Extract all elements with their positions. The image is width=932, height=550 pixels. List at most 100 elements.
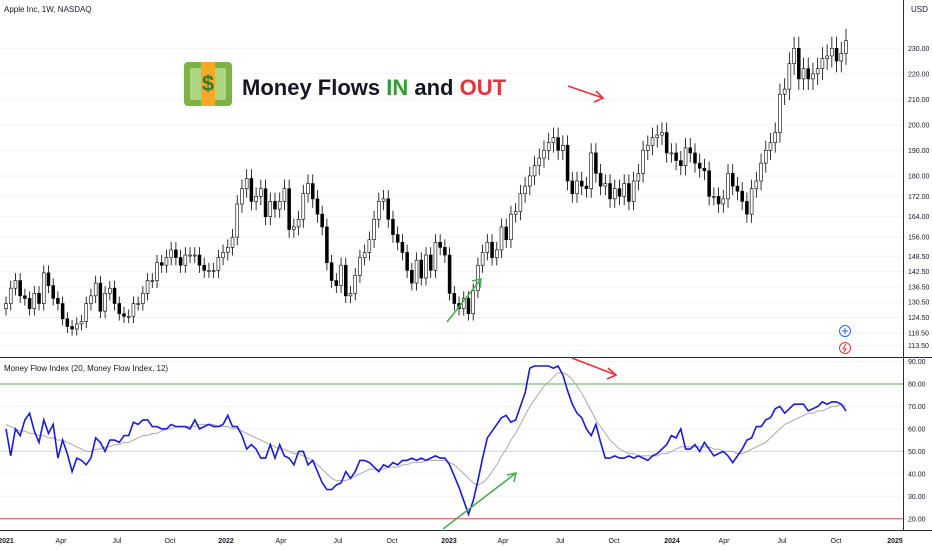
candle-body	[117, 303, 122, 315]
candle-body	[584, 185, 589, 189]
candle-body	[759, 162, 763, 182]
candle-body	[372, 218, 376, 241]
candle-body	[778, 93, 782, 133]
candle-body	[65, 318, 70, 327]
price-tick-label: 130.50	[908, 300, 930, 307]
candle-body	[273, 201, 277, 210]
candle-body	[509, 213, 513, 241]
candle-body	[811, 73, 815, 80]
candle-body	[825, 55, 829, 59]
candle-body	[650, 137, 655, 146]
candle-body	[46, 272, 51, 286]
candle-body	[277, 201, 282, 210]
candle-body	[37, 292, 41, 304]
candle-body	[627, 183, 631, 202]
mfi-tick-label: 60.00	[908, 426, 926, 433]
candle-body	[79, 321, 84, 325]
candle-body	[263, 188, 268, 218]
candle-body	[513, 211, 518, 215]
candle-body	[443, 247, 447, 256]
candle-body	[504, 226, 508, 241]
candle-body	[485, 241, 490, 253]
candle-body	[60, 303, 65, 320]
arrow-red-mfi	[571, 357, 618, 380]
candle-body	[806, 68, 811, 80]
candle-body	[565, 144, 570, 182]
candle-body	[768, 142, 773, 151]
candle-body	[815, 68, 820, 75]
time-tick-label: Apr	[276, 538, 288, 545]
candle-body	[749, 188, 754, 215]
candle-body	[570, 180, 575, 195]
candle-body	[145, 280, 150, 294]
add-icon[interactable]	[839, 325, 851, 337]
candle-body	[4, 303, 8, 309]
candle-body	[499, 226, 504, 251]
candle-body	[51, 285, 55, 299]
candle-body	[188, 254, 192, 257]
candle-body	[712, 196, 716, 198]
price-grid	[0, 47, 903, 347]
price-tick-label: 113.50	[908, 343, 929, 350]
candle-body	[211, 270, 216, 272]
mfi-tick-label: 50.00	[908, 449, 926, 456]
candle-body	[480, 252, 485, 266]
candle-body	[669, 152, 674, 155]
annotation-arrows	[442, 85, 618, 530]
candle-body	[221, 252, 225, 258]
price-tick-label: 142.50	[908, 269, 930, 276]
svg-text:$: $	[202, 71, 214, 96]
candle-body	[740, 190, 744, 202]
candle-body	[660, 132, 664, 136]
price-tick-label: 180.00	[908, 173, 930, 180]
candle-body	[603, 183, 608, 187]
candle-body	[41, 272, 46, 304]
price-candles	[4, 28, 848, 336]
candle-body	[226, 247, 230, 253]
time-tick-label: Jul	[778, 538, 787, 545]
candle-body	[164, 257, 169, 266]
time-tick-label: 2025	[887, 538, 903, 545]
candle-body	[797, 47, 801, 80]
candle-body	[613, 188, 617, 200]
candle-body	[419, 259, 424, 279]
candle-body	[202, 264, 206, 271]
time-tick-label: 2023	[441, 538, 457, 545]
price-tick-label: 124.50	[908, 315, 930, 322]
candle-body	[631, 180, 636, 202]
candle-body	[306, 183, 310, 195]
time-axis: 2021 Apr Jul Oct 2022 Apr Jul Oct 2023 Apr Jul Oct 2…	[0, 538, 903, 545]
mfi-tick-label: 40.00	[908, 471, 926, 478]
alert-icon[interactable]	[839, 342, 851, 354]
candle-body	[688, 147, 693, 154]
candle-body	[782, 88, 787, 95]
candle-body	[801, 68, 806, 80]
candle-body	[358, 257, 362, 276]
mfi-tick-label: 70.00	[908, 404, 926, 411]
candle-body	[730, 173, 735, 187]
candle-body	[23, 295, 27, 299]
candle-body	[400, 241, 405, 253]
candle-body	[579, 180, 584, 187]
money-bill-icon: $	[184, 62, 232, 106]
time-tick-label: 2022	[218, 538, 234, 545]
candle-body	[561, 144, 565, 151]
candle-body	[282, 188, 287, 202]
time-tick-label: Oct	[387, 538, 398, 545]
candle-body	[70, 326, 74, 330]
candle-body	[56, 298, 60, 304]
candle-body	[150, 280, 155, 282]
mfi-tick-label: 90.00	[908, 359, 926, 366]
price-tick-label: 118.50	[908, 330, 929, 337]
currency-label: USD	[911, 5, 928, 14]
candle-body	[155, 262, 159, 281]
candle-body	[254, 196, 258, 202]
candle-body	[108, 287, 112, 294]
candle-body	[452, 292, 457, 304]
candle-body	[296, 218, 301, 228]
arrow-red-price	[567, 85, 605, 103]
price-tick-label: 200.00	[908, 122, 930, 129]
banner-text-and: and	[408, 75, 459, 100]
mfi-axis: 20.00 30.00 40.00 50.00 60.00 70.00 80.00 90.00	[908, 359, 926, 523]
candle-body	[476, 264, 480, 292]
